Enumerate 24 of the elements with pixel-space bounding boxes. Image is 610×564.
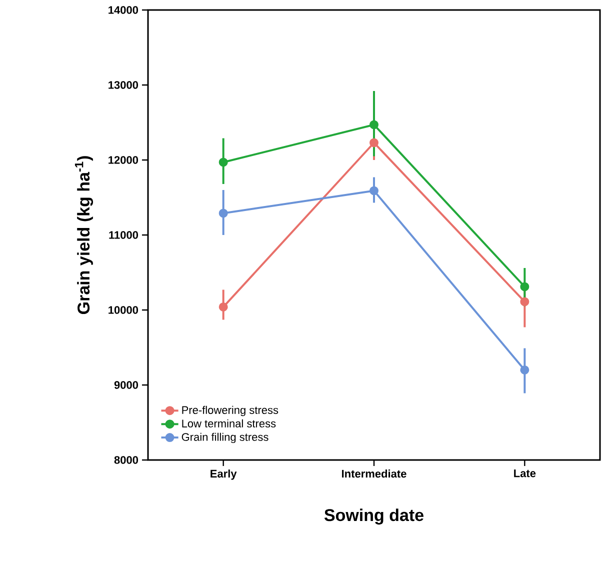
x-axis-title: Sowing date bbox=[324, 508, 424, 525]
y-tick-label: 9000 bbox=[114, 381, 138, 389]
point bbox=[370, 120, 378, 130]
y-tick-label: 14000 bbox=[108, 6, 138, 14]
y-tick-label: 13000 bbox=[108, 81, 138, 89]
x-tick-label: Early bbox=[210, 470, 237, 480]
point bbox=[218, 302, 228, 312]
point bbox=[370, 138, 378, 148]
y-tick-label: 8000 bbox=[114, 456, 138, 464]
x-tick-label: Late bbox=[514, 470, 536, 478]
point bbox=[520, 365, 530, 374]
point bbox=[520, 297, 530, 306]
y-tick-label: 11000 bbox=[109, 231, 138, 239]
y-tick-label: 10000 bbox=[108, 306, 138, 314]
legend-label: Pre-flowering stress bbox=[182, 406, 278, 416]
x-tick-label: Intermediate bbox=[342, 470, 406, 478]
y-tick-label: 12000 bbox=[108, 156, 138, 164]
y-axis-title: Grain yield (kg ha$^{-1}$) bbox=[74, 156, 94, 314]
point bbox=[218, 208, 228, 218]
point bbox=[520, 282, 530, 292]
legend-label: Grain filling stress bbox=[182, 432, 268, 444]
point bbox=[218, 158, 228, 167]
point bbox=[370, 186, 378, 196]
legend-label: Low terminal stress bbox=[182, 419, 276, 428]
